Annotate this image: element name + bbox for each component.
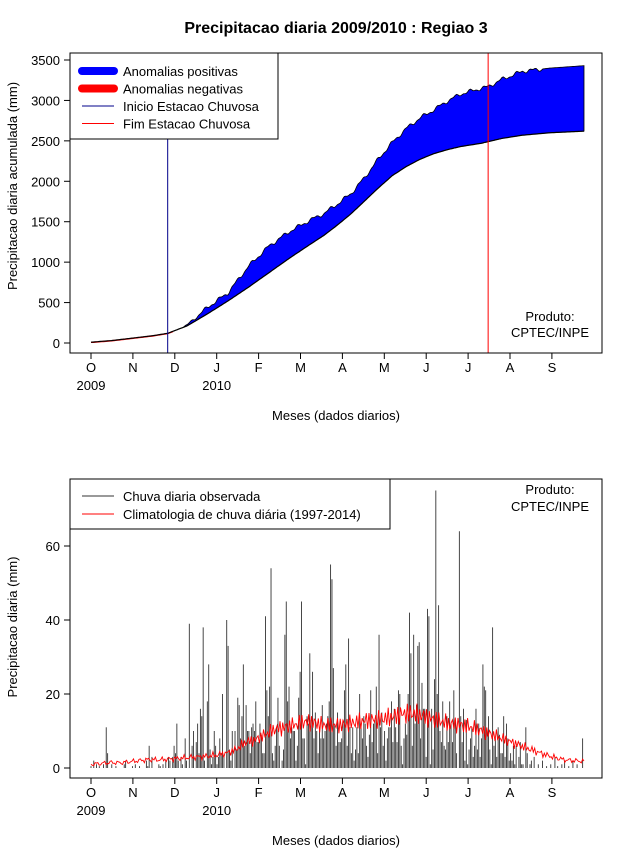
bottom-month-label: D: [170, 785, 179, 800]
bottom-y-tick-label: 40: [46, 613, 60, 628]
bottom-y-tick-label: 0: [53, 761, 60, 776]
legend-label: Inicio Estacao Chuvosa: [123, 99, 260, 114]
top-legend: Anomalias positivas Anomalias negativas In…: [69, 52, 279, 140]
bottom-month-label: M: [295, 785, 306, 800]
top-month-label: A: [338, 360, 347, 375]
top-y-tick-label: 1000: [31, 255, 60, 270]
cumulative-precipitation-chart: 0 500 1000 1500 2000 2500 3000 3500 O N D J F M A M J J A S…: [31, 52, 603, 393]
credit-line-1-bottom: Produto:: [525, 482, 574, 497]
chart-title: Precipitacao diaria 2009/2010 : Regiao 3: [184, 20, 487, 37]
legend-label: Climatologia de chuva diária (1997-2014): [123, 507, 361, 522]
top-y-tick-label: 1500: [31, 215, 60, 230]
top-month-label: D: [170, 360, 179, 375]
top-plot-frame: [69, 52, 603, 354]
bottom-month-label: J: [213, 785, 220, 800]
top-month-label: M: [295, 360, 306, 375]
credit-line-2-bottom: CPTEC/INPE: [511, 499, 589, 514]
bottom-month-label: S: [548, 785, 557, 800]
y-axis-label-daily: Precipitacao diaria (mm): [5, 557, 20, 698]
bottom-month-label: M: [379, 785, 390, 800]
bottom-month-label: J: [465, 785, 472, 800]
x-axis-label-top: Meses (dados diarios): [272, 408, 400, 423]
daily-precipitation-chart: 0 20 40 60 O N D J F M A M J J A S 2009 2010 Chuva diaria …: [46, 478, 603, 818]
legend-label: Anomalias positivas: [123, 64, 238, 79]
top-year-label: 2010: [202, 378, 231, 393]
bottom-legend: Chuva diaria observada Climatologia de ch…: [69, 478, 391, 530]
bottom-legend-box: [69, 478, 391, 530]
bottom-month-label: A: [506, 785, 515, 800]
top-y-tick-label: 3000: [31, 93, 60, 108]
top-month-label: F: [255, 360, 263, 375]
climatology-daily-line: [90, 703, 585, 767]
top-y-tick-label: 2000: [31, 174, 60, 189]
top-month-label: A: [506, 360, 515, 375]
climatology-cumulative-line: [90, 130, 584, 343]
top-y-tick-label: 3500: [31, 53, 60, 68]
bottom-month-label: O: [86, 785, 96, 800]
top-year-label: 2009: [77, 378, 106, 393]
top-month-label: J: [465, 360, 472, 375]
bottom-month-label: N: [128, 785, 137, 800]
top-month-label: J: [423, 360, 430, 375]
bottom-year-label: 2009: [77, 803, 106, 818]
top-month-label: J: [213, 360, 220, 375]
bottom-month-label: J: [423, 785, 430, 800]
bottom-year-label: 2010: [202, 803, 231, 818]
top-y-tick-label: 0: [53, 336, 60, 351]
top-month-label: M: [379, 360, 390, 375]
top-month-label: N: [128, 360, 137, 375]
top-month-label: O: [86, 360, 96, 375]
y-axis-label-cumulative: Precipitacao diaria acumulada (mm): [5, 82, 20, 290]
legend-label: Anomalias negativas: [123, 82, 243, 97]
credit-line-2-top: CPTEC/INPE: [511, 325, 589, 340]
legend-label: Chuva diaria observada: [123, 489, 261, 504]
top-y-tick-label: 2500: [31, 134, 60, 149]
x-axis-label-bottom: Meses (dados diarios): [272, 833, 400, 848]
credit-line-1-top: Produto:: [525, 309, 574, 324]
bottom-month-label: A: [338, 785, 347, 800]
bottom-y-tick-label: 60: [46, 539, 60, 554]
top-month-label: S: [548, 360, 557, 375]
legend-label: Fim Estacao Chuvosa: [123, 117, 251, 132]
bottom-month-label: F: [255, 785, 263, 800]
top-y-tick-label: 500: [38, 296, 60, 311]
bottom-y-tick-label: 20: [46, 687, 60, 702]
